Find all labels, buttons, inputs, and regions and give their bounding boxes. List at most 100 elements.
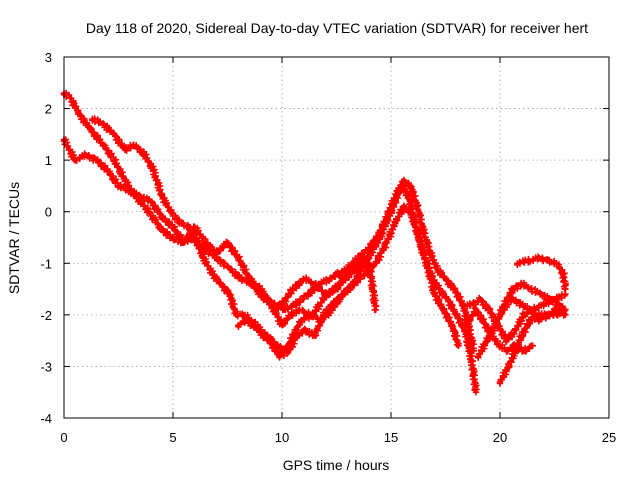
y-axis-label: SDTVAR / TECUs — [6, 182, 22, 294]
x-tick-label: 0 — [60, 430, 67, 445]
data-point — [503, 301, 510, 308]
data-point — [93, 156, 100, 164]
data-point — [235, 321, 242, 329]
data-point — [71, 156, 79, 164]
data-point — [466, 316, 473, 324]
data-point — [470, 301, 478, 308]
data-point — [518, 301, 525, 308]
data-point — [246, 275, 253, 282]
data-point — [243, 316, 251, 324]
data-point — [442, 275, 449, 282]
data-point — [298, 316, 305, 324]
series-track-3 — [89, 115, 462, 356]
data-point — [150, 167, 157, 174]
data-point — [525, 257, 532, 264]
data-point — [145, 208, 153, 215]
x-tick-label: 5 — [169, 430, 176, 445]
data-point — [185, 223, 192, 231]
data-point — [193, 239, 201, 246]
data-point — [156, 223, 164, 231]
series-track-4 — [235, 259, 380, 361]
data-point — [224, 239, 231, 246]
data-point — [455, 342, 462, 349]
data-point — [477, 296, 484, 303]
y-tick-label: -2 — [40, 308, 52, 323]
data-point — [322, 291, 329, 298]
data-point — [536, 316, 543, 324]
data-point — [366, 254, 373, 262]
data-point — [444, 296, 451, 303]
x-tick-label: 15 — [384, 430, 398, 445]
series-track-5 — [246, 254, 373, 310]
data-point — [400, 203, 408, 210]
data-point — [235, 254, 242, 262]
data-point — [233, 311, 240, 319]
data-point — [320, 311, 327, 319]
data-point — [536, 254, 543, 262]
data-point — [540, 301, 547, 308]
data-point — [496, 378, 504, 386]
data-point — [86, 126, 94, 133]
chart-title: Day 118 of 2020, Sidereal Day-to-day VTE… — [86, 20, 588, 36]
data-point — [529, 342, 536, 349]
series-track-11 — [496, 294, 569, 325]
data-point — [420, 229, 427, 236]
data-point — [459, 321, 467, 329]
data-point — [328, 301, 336, 308]
data-point — [503, 337, 510, 344]
data-point — [527, 285, 534, 293]
data-point — [546, 296, 554, 303]
data-point — [418, 244, 425, 252]
series-track-10 — [514, 253, 569, 293]
plot-frame — [63, 56, 610, 419]
data-point — [424, 265, 432, 272]
data-point — [126, 187, 133, 195]
data-point — [451, 285, 458, 293]
data-point — [544, 311, 552, 319]
data-point — [167, 234, 175, 241]
x-tick-label: 20 — [493, 430, 507, 445]
data-point — [110, 131, 118, 138]
data-point — [276, 352, 284, 360]
data-point — [311, 332, 318, 339]
data-point — [158, 213, 166, 221]
data-point — [514, 260, 521, 267]
data-point — [82, 151, 89, 159]
data-point — [435, 285, 443, 293]
data-point — [503, 347, 510, 355]
data-point — [285, 347, 292, 355]
data-point — [302, 327, 310, 334]
data-point — [468, 358, 475, 365]
data-point — [433, 265, 440, 272]
data-point — [213, 249, 220, 257]
data-point — [520, 311, 528, 319]
data-point — [553, 306, 560, 313]
data-point — [226, 291, 233, 298]
data-point — [470, 347, 478, 355]
data-point — [326, 275, 334, 282]
data-point — [304, 291, 312, 298]
data-point — [169, 223, 177, 231]
y-tick-label: 3 — [45, 50, 52, 65]
data-point — [167, 208, 175, 215]
data-point — [496, 311, 504, 319]
data-point — [137, 193, 144, 200]
data-point — [440, 306, 447, 313]
data-point — [562, 311, 569, 319]
data-point — [512, 347, 519, 355]
data-point — [180, 239, 188, 246]
data-point — [176, 218, 183, 226]
x-axis-label: GPS time / hours — [283, 457, 390, 473]
data-point — [76, 110, 83, 117]
data-point — [527, 316, 534, 324]
data-point — [237, 275, 244, 282]
data-point — [115, 182, 122, 190]
data-point — [278, 301, 286, 308]
data-point — [280, 306, 288, 313]
data-point — [254, 327, 262, 334]
grid — [64, 57, 609, 418]
data-point — [560, 270, 567, 277]
data-point — [392, 198, 399, 205]
data-point — [413, 203, 421, 210]
